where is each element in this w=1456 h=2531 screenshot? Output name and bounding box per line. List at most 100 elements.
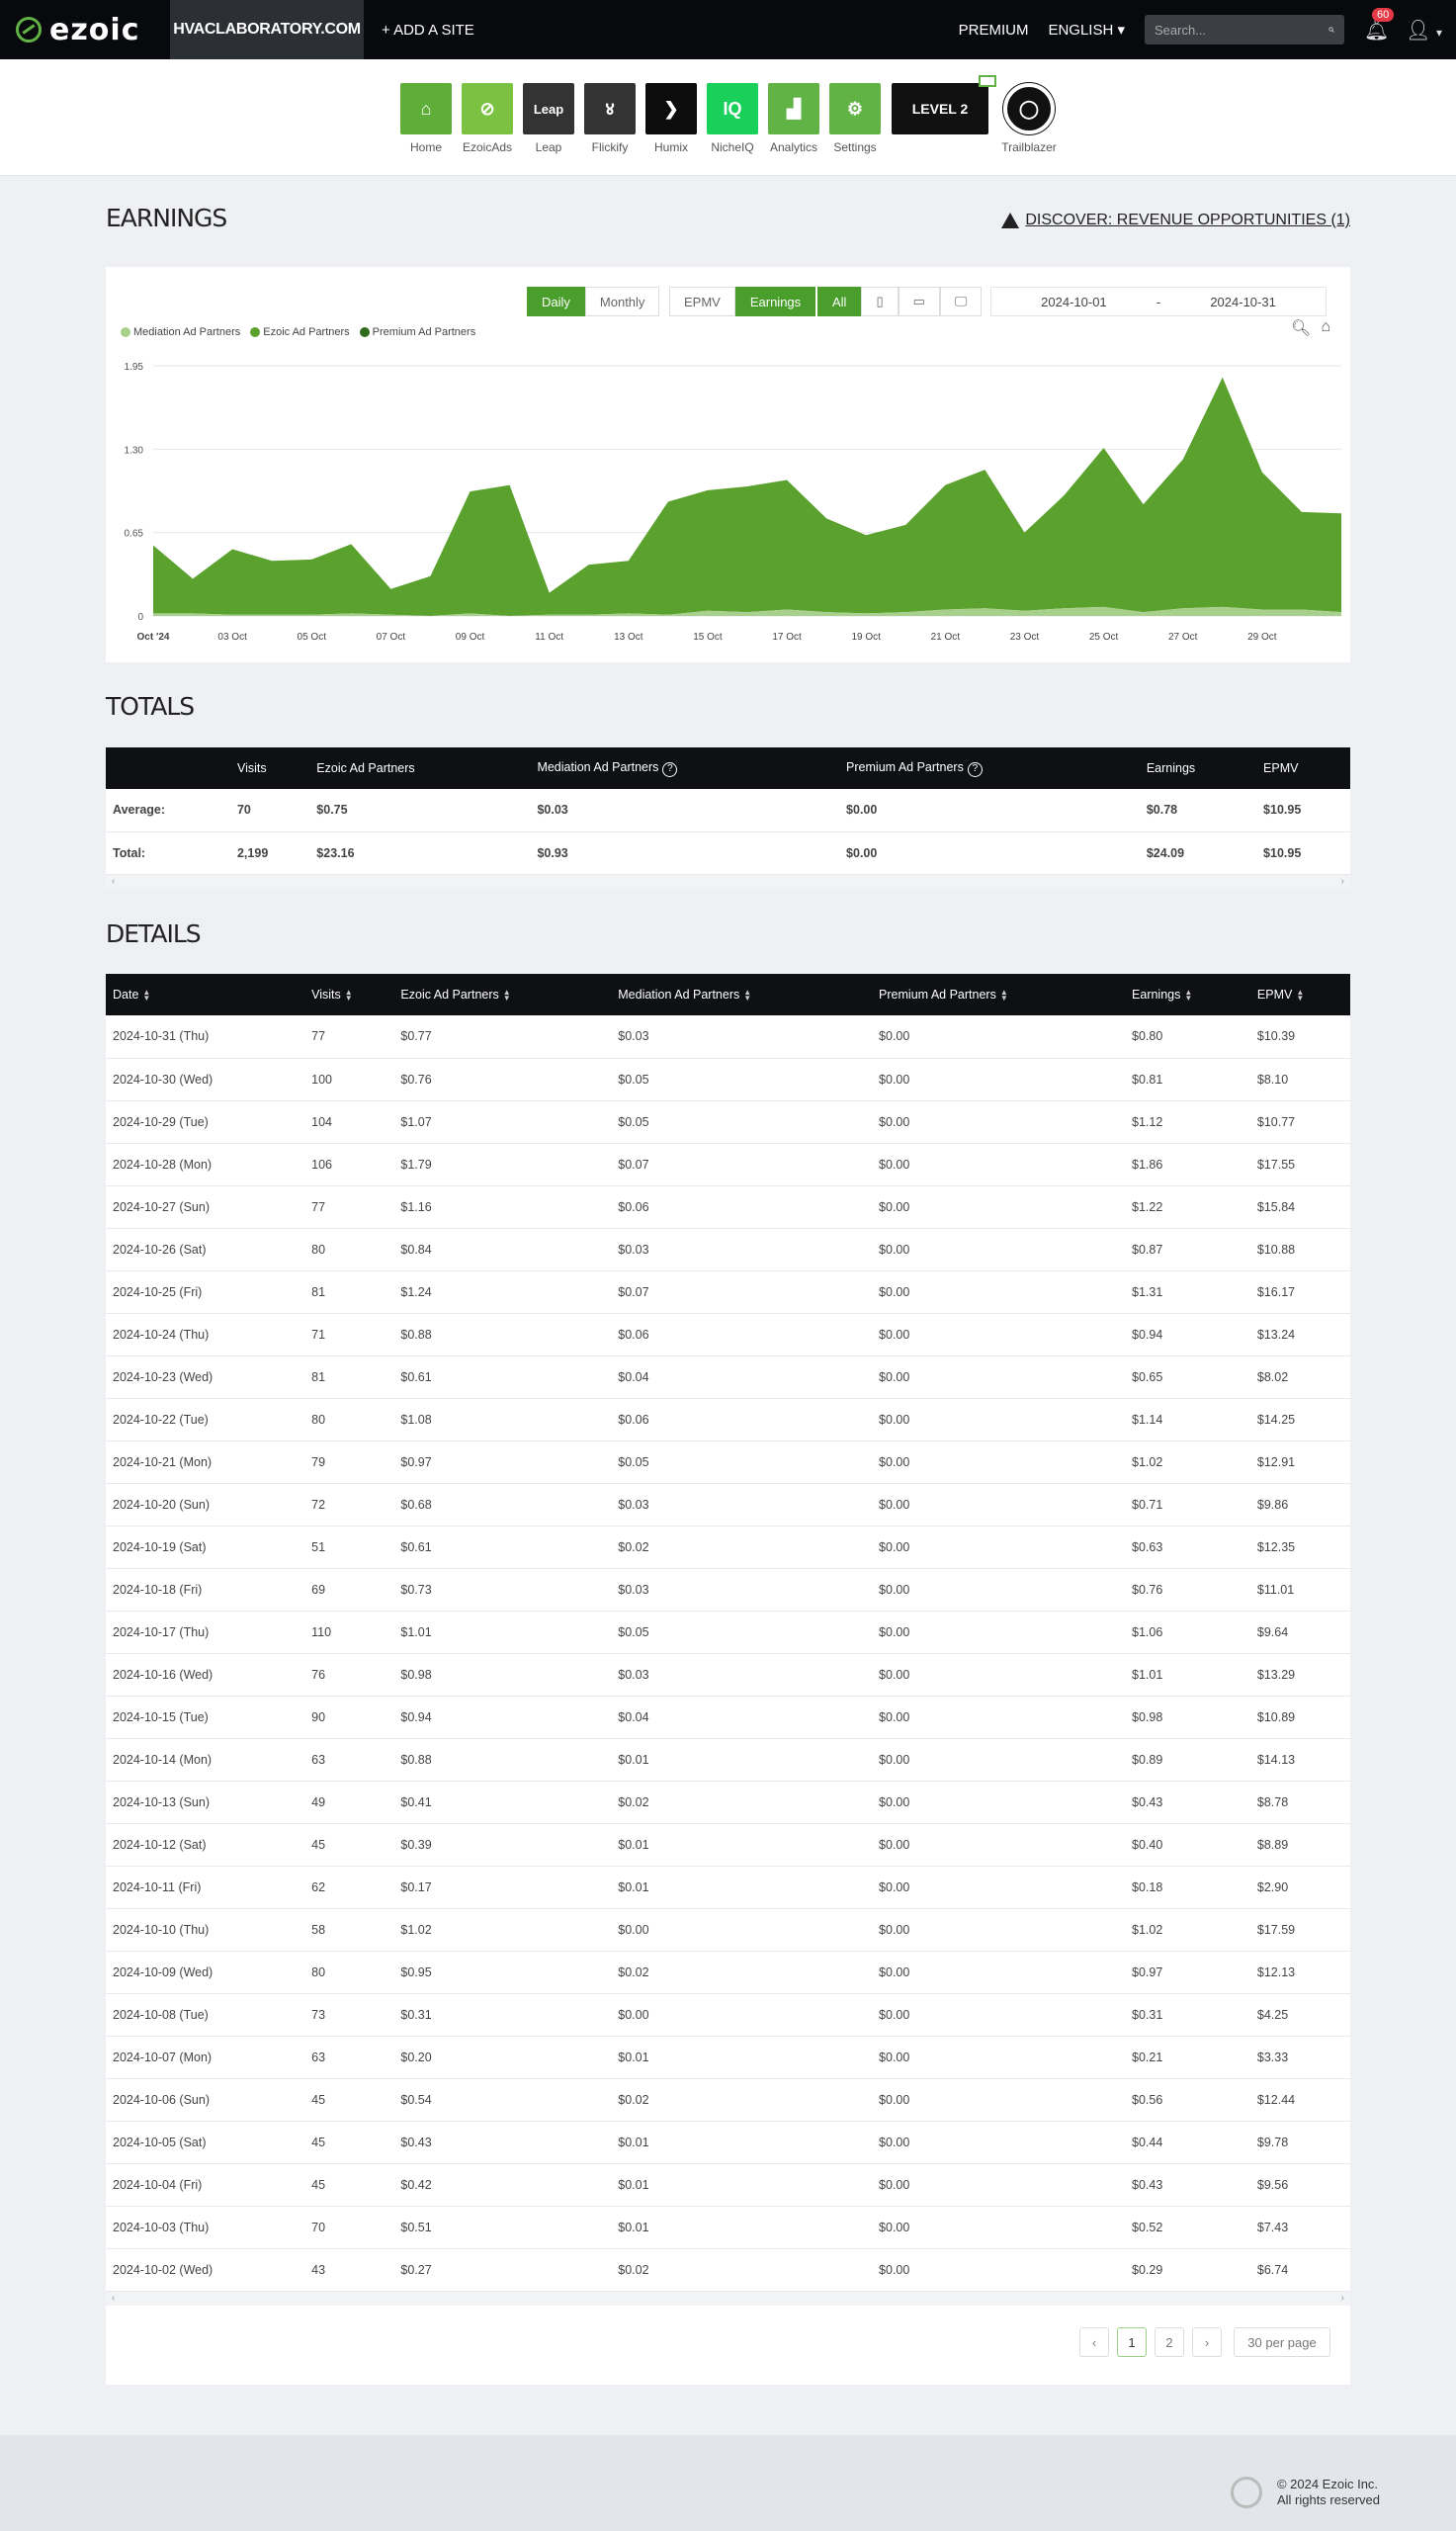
- app-leap[interactable]: Leap Leap: [518, 83, 579, 154]
- sort-icon[interactable]: ▲ ▼: [142, 987, 151, 1003]
- app-home[interactable]: ⌂ Home: [395, 83, 457, 154]
- table-cell: 2024-10-10 (Thu): [106, 1908, 305, 1952]
- sort-icon[interactable]: ▲ ▼: [502, 987, 511, 1003]
- y-tick-label: 0: [137, 612, 143, 623]
- premium-link[interactable]: PREMIUM: [958, 21, 1029, 39]
- table-cell: $0.00: [872, 1143, 1126, 1186]
- table-cell: $1.06: [1125, 1611, 1250, 1654]
- epmv-button[interactable]: EPMV: [669, 287, 735, 316]
- table-cell: $4.25: [1249, 1993, 1350, 2037]
- table-row: 2024-10-27 (Sun) 77 $1.16 $0.06 $0.00 $1.22 $1…: [106, 1185, 1350, 1229]
- table-cell: $1.02: [393, 1908, 612, 1952]
- table-cell: $0.00: [872, 1866, 1126, 1909]
- column-header-label: Date: [113, 988, 139, 1002]
- mobile-button[interactable]: ▯: [861, 287, 899, 316]
- search-icon[interactable]: [1328, 24, 1334, 36]
- app-humix[interactable]: ❯ Humix: [641, 83, 702, 154]
- all-devices-button[interactable]: All: [817, 287, 862, 316]
- table-cell: $0.04: [611, 1355, 873, 1399]
- prev-page-button[interactable]: ‹: [1079, 2327, 1109, 2357]
- column-header-label: Ezoic Ad Partners: [316, 761, 415, 775]
- next-page-button[interactable]: ›: [1192, 2327, 1222, 2357]
- ezoic-logo[interactable]: ezoic: [0, 0, 170, 59]
- legend-item[interactable]: Ezoic Ad Partners: [250, 326, 350, 338]
- ezoic-area[interactable]: [153, 377, 1341, 616]
- column-header[interactable]: Date ▲ ▼: [106, 974, 304, 1015]
- legend-item[interactable]: Premium Ad Partners: [359, 326, 475, 338]
- table-cell: $0.06: [611, 1185, 873, 1229]
- app-nicheiq[interactable]: IQ NicheIQ: [702, 83, 763, 154]
- legend-item[interactable]: Mediation Ad Partners: [121, 326, 240, 338]
- app-analytics[interactable]: ▟ Analytics: [763, 83, 824, 154]
- sort-icon[interactable]: ▲ ▼: [999, 987, 1008, 1003]
- user-menu[interactable]: 👤︎ ▾: [1406, 18, 1442, 43]
- table-cell: $0.27: [393, 2248, 612, 2292]
- app-trailblazer[interactable]: ◯ Trailblazer: [998, 83, 1060, 154]
- app-ezoicads[interactable]: ⊘ EzoicAds: [457, 83, 518, 154]
- table-cell: 2024-10-04 (Fri): [106, 2163, 305, 2207]
- notifications-button[interactable]: 🔔︎ 60: [1364, 8, 1395, 42]
- table-cell: $0.54: [393, 2078, 612, 2122]
- table-cell: $10.95: [1256, 789, 1350, 832]
- date-range-picker[interactable]: 2024-10-01 - 2024-10-31: [990, 287, 1327, 316]
- discover-revenue-link[interactable]: DISCOVER: REVENUE OPPORTUNITIES (1): [1001, 212, 1350, 229]
- site-selector[interactable]: HVACLABORATORY.COM: [170, 0, 364, 59]
- mediation-area[interactable]: [153, 606, 1341, 616]
- horizontal-scrollbar[interactable]: ‹ ›: [106, 874, 1350, 889]
- earnings-button[interactable]: Earnings: [734, 287, 816, 316]
- app-settings[interactable]: ⚙ Settings: [824, 83, 886, 154]
- table-cell: 2024-10-23 (Wed): [106, 1355, 305, 1399]
- horizontal-scrollbar[interactable]: ‹ ›: [106, 2291, 1350, 2306]
- table-cell: $1.01: [393, 1611, 612, 1654]
- column-header[interactable]: EPMV ▲ ▼: [1250, 974, 1350, 1015]
- table-cell: 2024-10-27 (Sun): [106, 1185, 305, 1229]
- zoom-icon[interactable]: 🔍︎: [1291, 320, 1312, 337]
- search-input[interactable]: [1155, 22, 1329, 38]
- tablet-button[interactable]: ▭: [898, 287, 940, 316]
- column-header[interactable]: Earnings ▲ ▼: [1125, 974, 1250, 1015]
- table-cell: 80: [304, 1228, 394, 1271]
- page-1-button[interactable]: 1: [1117, 2327, 1147, 2357]
- add-site-link[interactable]: + ADD A SITE: [382, 21, 474, 39]
- column-header[interactable]: Ezoic Ad Partners ▲ ▼: [393, 974, 611, 1015]
- table-cell: $16.17: [1249, 1270, 1350, 1314]
- table-cell: $0.01: [611, 2036, 873, 2079]
- notification-badge: 60: [1372, 8, 1395, 22]
- table-cell: 69: [304, 1568, 394, 1612]
- table-cell: $0.02: [611, 2078, 873, 2122]
- page-2-button[interactable]: 2: [1155, 2327, 1184, 2357]
- column-header[interactable]: Premium Ad Partners ▲ ▼: [872, 974, 1125, 1015]
- table-cell: 70: [229, 789, 310, 832]
- table-row: 2024-10-29 (Tue) 104 $1.07 $0.05 $0.00 $1.12 $…: [106, 1100, 1350, 1144]
- table-row: 2024-10-28 (Mon) 106 $1.79 $0.07 $0.00 $1.86 $…: [106, 1143, 1350, 1186]
- table-row: 2024-10-06 (Sun) 45 $0.54 $0.02 $0.00 $0.56 $1…: [106, 2078, 1350, 2122]
- sort-icon[interactable]: ▲ ▼: [1296, 987, 1305, 1003]
- app-label: Leap: [535, 140, 562, 154]
- app-label: Home: [409, 140, 442, 154]
- scroll-left-icon: ‹: [112, 876, 116, 887]
- table-cell: $0.73: [393, 1568, 612, 1612]
- table-cell: 2024-10-09 (Wed): [106, 1951, 305, 1994]
- home-icon[interactable]: ⌂: [1321, 318, 1330, 335]
- sort-icon[interactable]: ▲ ▼: [1184, 987, 1193, 1003]
- level-badge[interactable]: LEVEL 2: [892, 75, 996, 134]
- sort-icon[interactable]: ▲ ▼: [344, 987, 353, 1003]
- table-cell: 106: [304, 1143, 394, 1186]
- help-icon[interactable]: ?: [662, 761, 678, 777]
- table-cell: $1.31: [1125, 1270, 1250, 1314]
- help-icon[interactable]: ?: [967, 761, 983, 777]
- table-cell: $9.56: [1249, 2163, 1350, 2207]
- sort-icon[interactable]: ▲ ▼: [743, 987, 752, 1003]
- monthly-button[interactable]: Monthly: [584, 287, 660, 316]
- column-header[interactable]: Visits ▲ ▼: [304, 974, 393, 1015]
- per-page-select[interactable]: 30 per page: [1234, 2327, 1330, 2357]
- table-row: 2024-10-12 (Sat) 45 $0.39 $0.01 $0.00 $0.40 $8…: [106, 1823, 1350, 1867]
- desktop-button[interactable]: 🖵︎: [939, 287, 983, 316]
- column-header[interactable]: Mediation Ad Partners ▲ ▼: [611, 974, 872, 1015]
- language-dropdown[interactable]: ENGLISH ▾: [1048, 21, 1125, 39]
- y-tick-label: 1.30: [125, 445, 144, 456]
- table-cell: 2024-10-15 (Tue): [106, 1696, 305, 1739]
- app-flickify[interactable]: ४ Flickify: [579, 83, 641, 154]
- daily-button[interactable]: Daily: [527, 287, 585, 316]
- table-cell: $10.88: [1249, 1228, 1350, 1271]
